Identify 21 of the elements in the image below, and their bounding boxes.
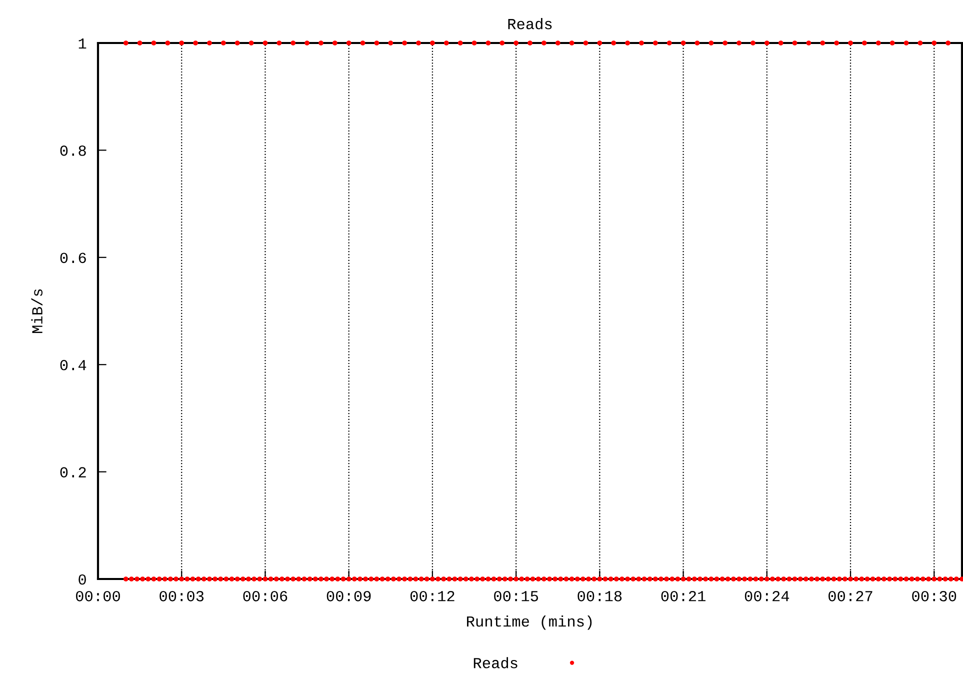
x-tick-label: 00:30: [912, 590, 956, 602]
text: Reads: [474, 657, 518, 668]
x-tick-label: 00:24: [744, 590, 790, 602]
y-axis-title: MiB/s: [31, 289, 42, 333]
y-tick-label: 0: [78, 574, 86, 585]
x-axis-title: Runtime (mins): [467, 615, 592, 630]
y-tick-label: 0.8: [60, 146, 86, 156]
chart-title: Reads: [508, 18, 552, 30]
x-tick-label: 00:27: [828, 590, 872, 602]
x-tick-label: 00:09: [326, 590, 371, 602]
x-tick-label: 00:03: [160, 590, 204, 602]
y-tick-label: 0.2: [60, 467, 86, 478]
x-tick-label: 00:18: [578, 590, 622, 602]
y-tick-label: 0.4: [60, 360, 86, 370]
x-tick-label: 00:15: [494, 590, 538, 602]
y-tick-label: 0.6: [60, 252, 86, 264]
y-tick-label: 1: [78, 38, 86, 49]
x-tick-label: 00:21: [661, 590, 706, 602]
x-tick-label: 00:12: [410, 590, 454, 602]
x-tick-label: 00:00: [76, 590, 120, 602]
x-tick-label: 00:06: [243, 590, 288, 602]
